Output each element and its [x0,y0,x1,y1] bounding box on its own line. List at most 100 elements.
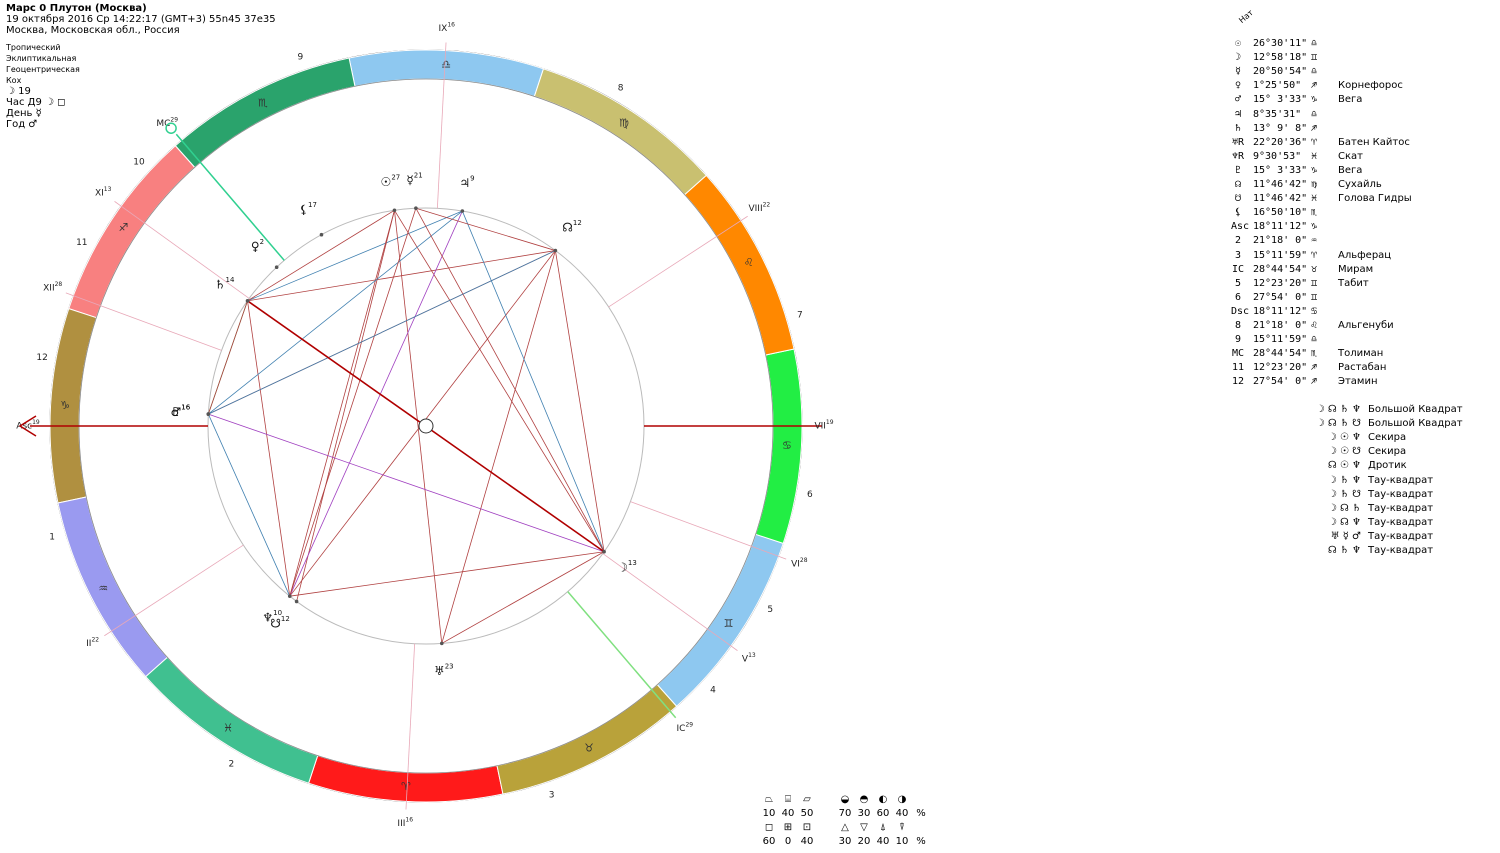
row-degree: 16°50'10" [1253,207,1308,219]
configuration-glyphs: ☽ ☉ ☋ [1327,446,1361,458]
house-cusp-12 [65,292,222,351]
aspect-line [394,210,605,552]
configuration-item: ☽ ☊ ♄ Тау-квадрат [1305,503,1465,517]
stat-icon: ◻ [764,822,774,833]
planet-dot-mercury [414,206,418,211]
house-number-11: 11 [76,238,87,248]
configuration-item: ☽ ☉ ♆ Секира [1305,432,1465,446]
house-label-10: MC29 [156,116,178,129]
row-sign: ♐ [1311,376,1318,388]
stat-icon: ◑ [897,794,907,805]
row-sign: ♒ [1311,235,1318,247]
stat-icon: ⏢ [765,794,773,805]
row-sign: ♍ [1311,179,1318,190]
row-degree: 28°44'54" [1253,263,1308,275]
configuration-glyphs: ☽ ♄ ☋ [1327,488,1361,500]
aspect-line [296,210,395,602]
row-sign: ♎ [1311,334,1318,346]
house-cusp-3 [405,643,416,810]
row-sign: ♑ [1311,221,1318,233]
stat-value: 10 [762,808,776,819]
row-sign: ♐ [1311,80,1318,92]
house-label-6: VI28 [791,557,808,570]
configuration-name: Тау-квадрат [1368,530,1434,542]
row-sign: ♈ [1311,249,1318,261]
setting-zodiac: Тропический [6,43,61,52]
planet-dot-uranus [439,641,444,646]
house-label-5: V13 [742,651,756,664]
row-star: Альферац [1338,249,1392,261]
row-sign: ♑ [1311,164,1318,176]
row-glyph: ☋ [1234,193,1242,205]
configuration-name: Тау-квадрат [1368,488,1434,500]
sign-glyph-leo: ♌ [744,256,754,269]
stat-value: 30 [838,836,852,847]
row-star: Корнефорос [1338,80,1403,92]
mc-marker [165,122,177,134]
row-degree: 12°58'18" [1253,52,1308,64]
row-degree: 22°20'36" [1253,136,1308,148]
row-degree: 26°30'11" [1253,38,1308,49]
configuration-name: Тау-квадрат [1368,545,1434,556]
configuration-name: Тау-квадрат [1368,502,1434,514]
house-label-4: IC29 [677,721,694,734]
sign-glyph-cancer: ♋ [782,439,792,452]
row-sign: ♈ [1311,136,1318,148]
stat-icon: ⏥ [803,794,811,805]
row-glyph: ♂ [1234,94,1242,106]
setting-center: Геоцентрическая [6,65,80,74]
row-sign: ♏ [1311,348,1318,360]
planet-dot-pluto [206,412,211,416]
moon-day: ☽ 19 [6,86,31,97]
row-degree: 8°35'31" [1253,108,1302,120]
planet-dot-moon [602,549,606,554]
row-degree: 18°11'12" [1253,221,1308,233]
row-sign: ♏ [1311,207,1318,219]
planet-dot-venus [274,265,279,269]
row-star: Этамин [1338,376,1378,388]
aspect-line [394,210,443,644]
house-number-12: 12 [36,353,47,363]
aspect-line [415,208,605,552]
sign-glyph-aquarius: ♒ [98,582,108,595]
configuration-glyphs: ☊ ♄ ♆ [1327,545,1361,556]
row-glyph: ♅R [1231,136,1245,148]
row-glyph: ⚸ [1234,207,1242,219]
stat-value: 60 [762,836,776,847]
aspect-line [441,551,605,644]
stat-icon: ◒ [840,794,850,805]
chart-header: Марс 0 Плутон (Москва) 19 октября 2016 С… [6,3,276,36]
house-label-12: XII28 [43,280,62,293]
row-degree: 12°23'20" [1253,362,1308,374]
sign-glyph-gemini: ♊ [724,617,734,630]
aspect-line [208,210,463,415]
house-number-3: 3 [549,791,555,801]
aspect-line [555,250,605,552]
row-glyph: ☿ [1234,66,1242,78]
row-star: Сухайль [1338,179,1382,190]
configuration-item: ☊ ☉ ♆ Дротик [1305,460,1465,474]
configuration-item: ☽ ♄ ♆ Тау-квадрат [1305,475,1465,489]
house-number-1: 1 [49,533,55,543]
row-glyph: 12 [1231,376,1245,388]
sign-glyph-aries: ♈ [401,780,411,793]
stat-value: % [916,808,926,819]
planet-dot-southnode [294,599,299,604]
aspect-line [289,551,605,597]
configuration-glyphs: ☊ ☉ ♆ [1327,460,1361,472]
chart-title: Марс 0 Плутон (Москва) [6,3,147,14]
house-cusp-6 [630,501,787,560]
row-star: Толиман [1338,348,1384,360]
row-glyph: 3 [1234,249,1242,261]
row-degree: 27°54' 0" [1253,376,1308,388]
row-sign: ♐ [1311,122,1318,134]
row-sign: ♊ [1311,52,1318,64]
row-star: Вега [1338,164,1363,176]
house-label-11: XI13 [95,186,112,199]
planet-dot-sun [392,208,397,213]
aspect-line [461,210,605,552]
configuration-glyphs: ☽ ♄ ♆ [1327,474,1361,486]
stat-value: 60 [876,808,890,819]
positions-table-header: Нат [1237,8,1255,25]
aspect-line [247,209,395,302]
